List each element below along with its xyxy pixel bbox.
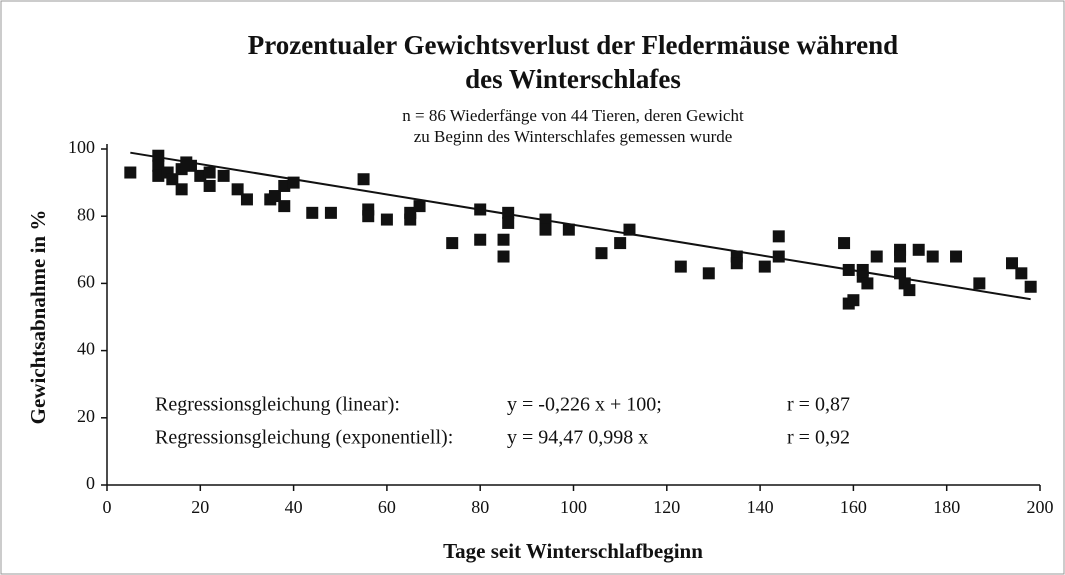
annotation: Regressionsgleichung (linear): [155,394,400,416]
x-tick-label: 120 [653,497,680,517]
point [278,179,291,192]
point [268,190,281,203]
x-tick-label: 80 [471,497,489,517]
x-tick-label: 160 [840,497,867,517]
point [870,250,883,263]
annotation: y = 94,47 0,998 x [507,427,648,449]
point [894,267,907,280]
y-tick-label: 80 [77,204,95,224]
point [194,169,207,182]
point [446,237,459,250]
x-tick-label: 20 [191,497,209,517]
point [362,210,375,223]
point [674,260,687,273]
point [152,149,165,162]
point [1015,267,1028,280]
point [502,216,515,229]
point [217,169,230,182]
point [413,200,426,213]
point [623,223,636,236]
point [861,277,874,290]
y-tick-label: 0 [86,473,95,493]
point [380,213,393,226]
point [950,250,963,263]
point [842,263,855,276]
point [1006,257,1019,270]
chart-title: des Winterschlafes [465,64,681,94]
point [474,233,487,246]
point [124,166,137,179]
point [324,206,337,219]
point [903,284,916,297]
point [152,159,165,172]
x-tick-label: 0 [103,497,112,517]
point [562,223,575,236]
point [497,250,510,263]
y-tick-label: 60 [77,272,95,292]
x-tick-label: 200 [1027,497,1054,517]
point [912,243,925,256]
point [184,159,197,172]
annotation: y = -0,226 x + 100; [507,394,662,416]
point [306,206,319,219]
point [404,213,417,226]
x-tick-label: 100 [560,497,587,517]
point [926,250,939,263]
annotation: r = 0,87 [787,394,850,416]
point [203,166,216,179]
point [287,176,300,189]
point [847,294,860,307]
subtitle: zu Beginn des Winterschlafes gemessen wu… [414,127,733,146]
y-tick-label: 40 [77,339,95,359]
point [203,179,216,192]
point [973,277,986,290]
chart-title: Prozentualer Gewichtsverlust der Flederm… [248,30,898,60]
x-tick-label: 60 [378,497,396,517]
point [152,169,165,182]
annotation: Regressionsgleichung (exponentiell): [155,427,453,449]
regression-line [130,151,1031,301]
point [894,250,907,263]
point [231,183,244,196]
point [357,173,370,186]
point [838,237,851,250]
x-tick-label: 40 [285,497,303,517]
point [772,230,785,243]
annotation: r = 0,92 [787,427,850,449]
point [497,233,510,246]
x-tick-label: 140 [747,497,774,517]
x-tick-label: 180 [933,497,960,517]
subtitle: n = 86 Wiederfänge von 44 Tieren, deren … [402,106,744,125]
point [539,213,552,226]
point [502,206,515,219]
point [702,267,715,280]
point [758,260,771,273]
y-axis-label: Gewichtsabnahme in % [26,210,50,425]
point [730,257,743,270]
point [166,173,179,186]
point [772,250,785,263]
point [278,200,291,213]
point [539,223,552,236]
point [175,183,188,196]
y-tick-label: 100 [68,137,95,157]
point [1024,280,1037,293]
point [614,237,627,250]
point [595,247,608,260]
point [474,203,487,216]
point [240,193,253,206]
x-axis-label: Tage seit Winterschlafbeginn [443,539,703,563]
y-tick-label: 20 [77,406,95,426]
